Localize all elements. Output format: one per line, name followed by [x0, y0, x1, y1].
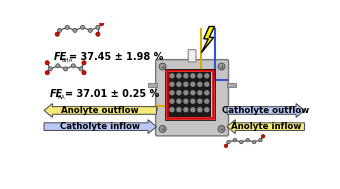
Text: Anolyte inflow: Anolyte inflow	[231, 122, 301, 131]
Circle shape	[204, 82, 209, 87]
Text: = 37.01 ± 0.25 %: = 37.01 ± 0.25 %	[65, 89, 159, 99]
Circle shape	[169, 73, 175, 78]
Circle shape	[82, 61, 86, 65]
Circle shape	[252, 140, 256, 144]
Bar	[227, 106, 236, 110]
Circle shape	[79, 67, 83, 71]
Circle shape	[240, 140, 243, 144]
Circle shape	[96, 25, 100, 29]
Circle shape	[176, 98, 182, 104]
Circle shape	[204, 98, 209, 104]
Circle shape	[197, 98, 203, 104]
Circle shape	[176, 73, 182, 78]
Circle shape	[57, 28, 62, 33]
Circle shape	[88, 28, 92, 33]
Circle shape	[81, 25, 85, 29]
Circle shape	[204, 90, 209, 95]
Polygon shape	[201, 26, 215, 53]
Circle shape	[183, 82, 189, 87]
Circle shape	[96, 32, 100, 36]
Circle shape	[197, 73, 203, 78]
Text: 6HA: 6HA	[62, 58, 73, 63]
Circle shape	[73, 28, 77, 33]
Circle shape	[227, 140, 230, 144]
Circle shape	[183, 107, 189, 112]
Circle shape	[190, 98, 196, 104]
Text: Catholyte outflow: Catholyte outflow	[222, 106, 309, 115]
Polygon shape	[227, 120, 304, 134]
FancyBboxPatch shape	[188, 50, 196, 62]
Circle shape	[176, 82, 182, 87]
Bar	[165, 69, 215, 120]
Circle shape	[65, 25, 69, 29]
Circle shape	[48, 67, 52, 71]
Text: FE: FE	[50, 89, 63, 99]
Text: FE: FE	[53, 52, 67, 62]
Text: Anolyte outflow: Anolyte outflow	[62, 106, 139, 115]
Circle shape	[169, 90, 175, 95]
Circle shape	[55, 32, 59, 36]
Circle shape	[218, 63, 225, 70]
Circle shape	[64, 67, 68, 71]
Circle shape	[100, 21, 104, 26]
Circle shape	[190, 82, 196, 87]
Circle shape	[233, 138, 237, 142]
Bar	[168, 72, 211, 117]
Circle shape	[169, 107, 175, 112]
Bar	[148, 83, 157, 87]
Text: AA: AA	[58, 95, 66, 100]
Bar	[227, 83, 236, 87]
Circle shape	[197, 107, 203, 112]
Bar	[167, 70, 213, 118]
Circle shape	[218, 125, 225, 132]
Circle shape	[246, 138, 250, 142]
Text: Catholyte inflow: Catholyte inflow	[60, 122, 140, 131]
Circle shape	[224, 144, 228, 148]
Circle shape	[259, 138, 262, 142]
Polygon shape	[227, 104, 304, 117]
Circle shape	[204, 107, 209, 112]
Circle shape	[159, 63, 166, 70]
Polygon shape	[44, 104, 156, 117]
Circle shape	[45, 61, 49, 65]
Circle shape	[71, 64, 75, 68]
Circle shape	[169, 98, 175, 104]
Circle shape	[56, 64, 60, 68]
Text: = 37.45 ± 1.98 %: = 37.45 ± 1.98 %	[69, 52, 163, 62]
Bar	[148, 106, 157, 110]
Circle shape	[45, 71, 49, 75]
Circle shape	[82, 71, 86, 75]
Polygon shape	[44, 120, 156, 134]
Circle shape	[204, 73, 209, 78]
Circle shape	[169, 82, 175, 87]
Circle shape	[176, 107, 182, 112]
Circle shape	[190, 107, 196, 112]
Circle shape	[183, 73, 189, 78]
Circle shape	[183, 90, 189, 95]
Circle shape	[261, 135, 265, 138]
Circle shape	[197, 82, 203, 87]
Circle shape	[159, 125, 166, 132]
Circle shape	[183, 98, 189, 104]
Circle shape	[176, 90, 182, 95]
FancyBboxPatch shape	[156, 60, 228, 136]
Circle shape	[197, 90, 203, 95]
Circle shape	[190, 90, 196, 95]
Circle shape	[190, 73, 196, 78]
